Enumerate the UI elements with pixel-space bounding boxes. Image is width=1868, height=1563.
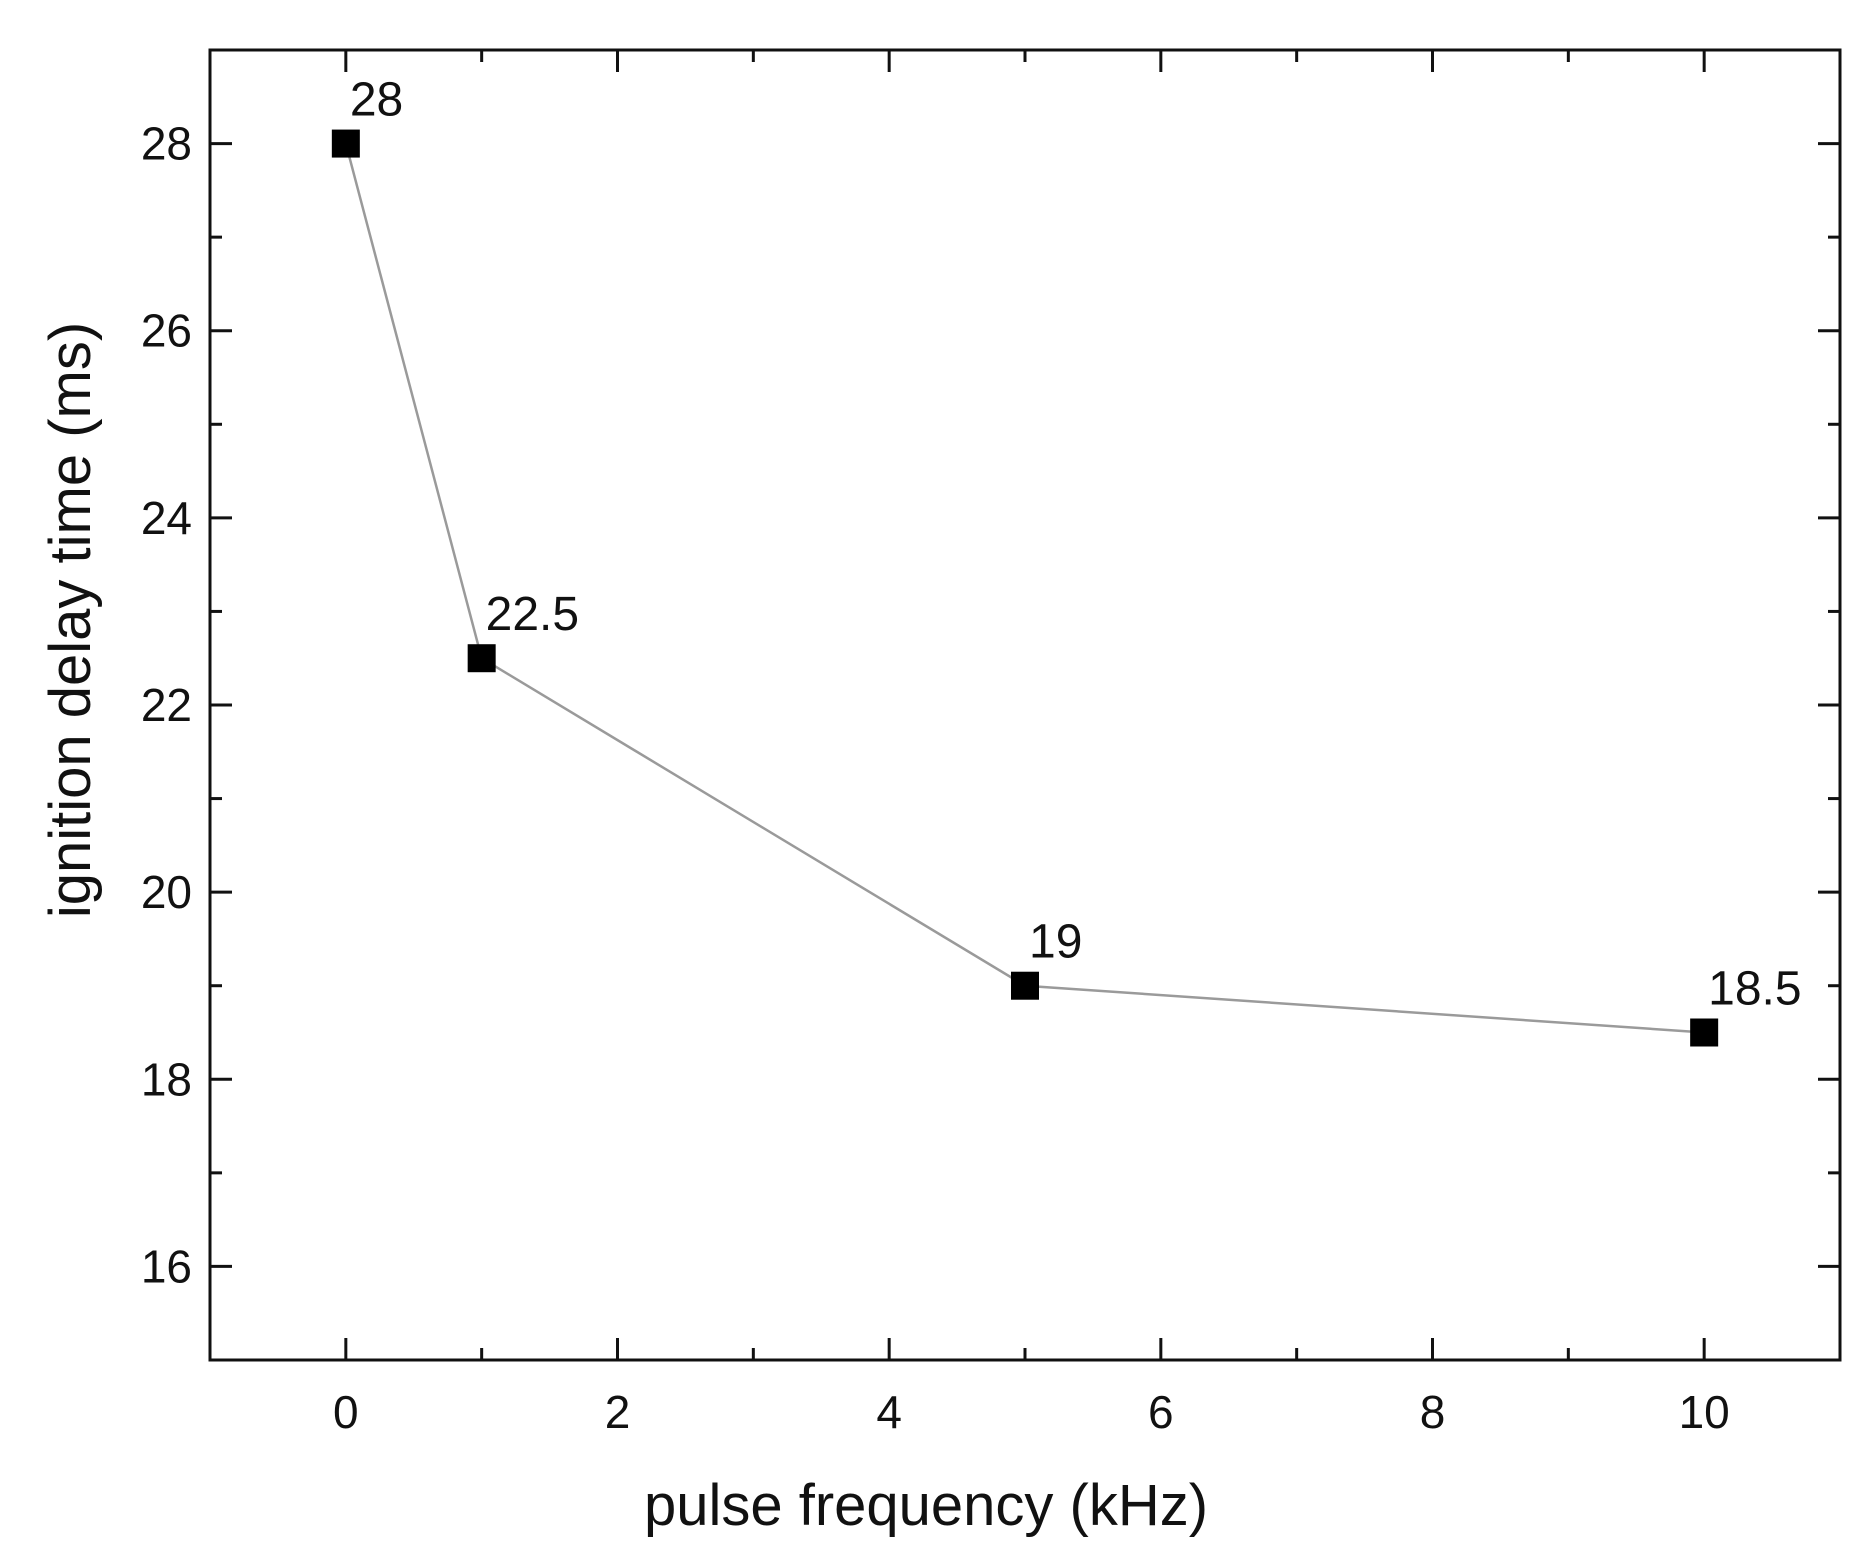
data-point — [1690, 1018, 1719, 1047]
y-tick-label: 24 — [141, 492, 192, 544]
data-point — [1011, 971, 1039, 1000]
y-tick-label: 28 — [141, 118, 192, 170]
x-tick-label: 0 — [333, 1386, 359, 1438]
data-point — [467, 644, 496, 673]
data-label: 18.5 — [1708, 963, 1801, 1016]
x-tick-label: 6 — [1148, 1386, 1174, 1438]
y-tick-label: 26 — [141, 305, 192, 357]
y-tick-label: 18 — [141, 1053, 192, 1105]
y-tick-label: 16 — [141, 1240, 192, 1292]
data-point — [331, 129, 360, 158]
x-tick-label: 10 — [1679, 1386, 1730, 1438]
plot-frame — [208, 48, 1842, 1362]
data-label: 19 — [1029, 916, 1082, 969]
x-tick-label: 4 — [876, 1386, 902, 1438]
series-layer — [331, 129, 1719, 1047]
data-label: 22.5 — [486, 588, 579, 641]
data-label: 28 — [350, 74, 403, 127]
y-tick-label: 22 — [141, 679, 192, 731]
series-line — [344, 143, 1705, 1034]
x-tick-label: 8 — [1420, 1386, 1446, 1438]
x-tick-label: 2 — [605, 1386, 631, 1438]
y-axis-title: ignition delay time (ms) — [38, 322, 103, 918]
y-tick-label: 20 — [141, 866, 192, 918]
plot-frame-layer — [208, 48, 1842, 1362]
x-axis-title: pulse frequency (kHz) — [644, 1473, 1208, 1538]
labels-layer: 28 22.5 19 18.5 — [350, 74, 1802, 1016]
